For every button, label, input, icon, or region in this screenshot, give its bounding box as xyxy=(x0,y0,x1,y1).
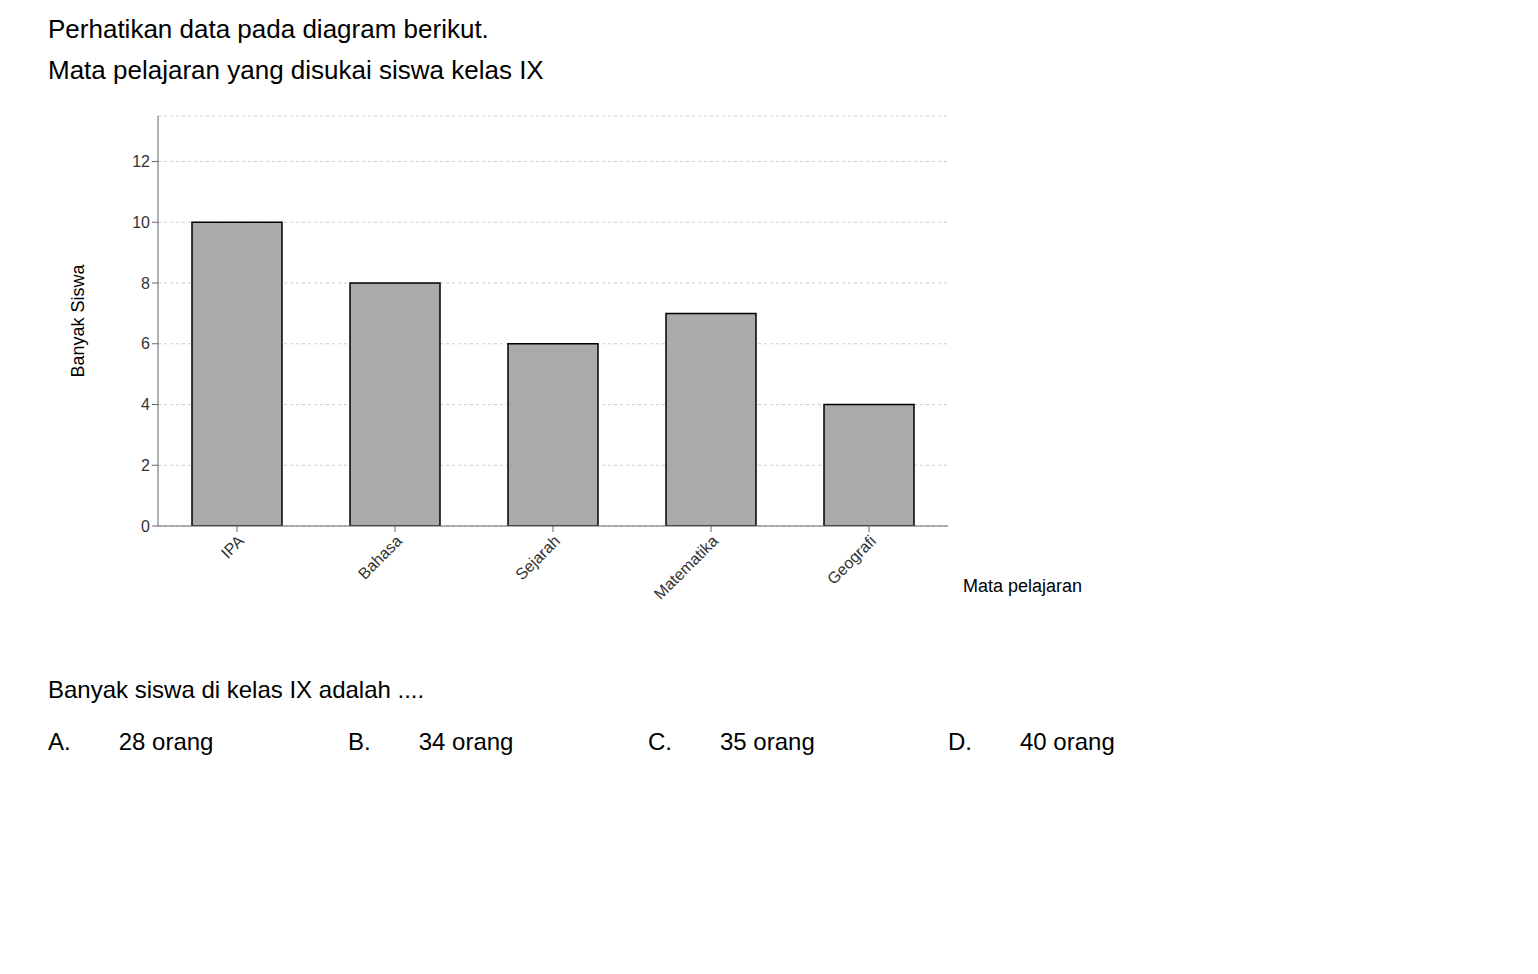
svg-text:6: 6 xyxy=(141,335,150,352)
svg-text:Mata pelajaran: Mata pelajaran xyxy=(963,576,1082,596)
html-text:C. 35 orang: C. 35 orang xyxy=(648,728,815,755)
svg-text:Sejarah: Sejarah xyxy=(512,532,563,583)
svg-text:4: 4 xyxy=(141,396,150,413)
svg-text:Matematika: Matematika xyxy=(651,532,722,603)
html-text:Banyak siswa di kelas IX adala: Banyak siswa di kelas IX adalah .... xyxy=(48,676,425,703)
html-text:Mata pelajaran yang disukai si: Mata pelajaran yang disukai siswa kelas … xyxy=(48,55,544,85)
svg-text:2: 2 xyxy=(141,457,150,474)
svg-text:Geografi: Geografi xyxy=(824,532,879,587)
html-text:D. 40 orang: D. 40 orang xyxy=(948,728,1115,755)
html-text:Perhatikan data pada diagram b: Perhatikan data pada diagram berikut. xyxy=(48,14,489,44)
html-text:A. 28 orang: A. 28 orang xyxy=(48,728,214,755)
svg-text:IPA: IPA xyxy=(218,532,248,562)
svg-text:Bahasa: Bahasa xyxy=(355,532,405,582)
svg-text:12: 12 xyxy=(132,153,150,170)
svg-text:Banyak Siswa: Banyak Siswa xyxy=(68,263,88,377)
svg-text:10: 10 xyxy=(132,214,150,231)
svg-text:0: 0 xyxy=(141,518,150,535)
html-text:B. 34 orang: B. 34 orang xyxy=(348,728,514,755)
svg-text:8: 8 xyxy=(141,275,150,292)
